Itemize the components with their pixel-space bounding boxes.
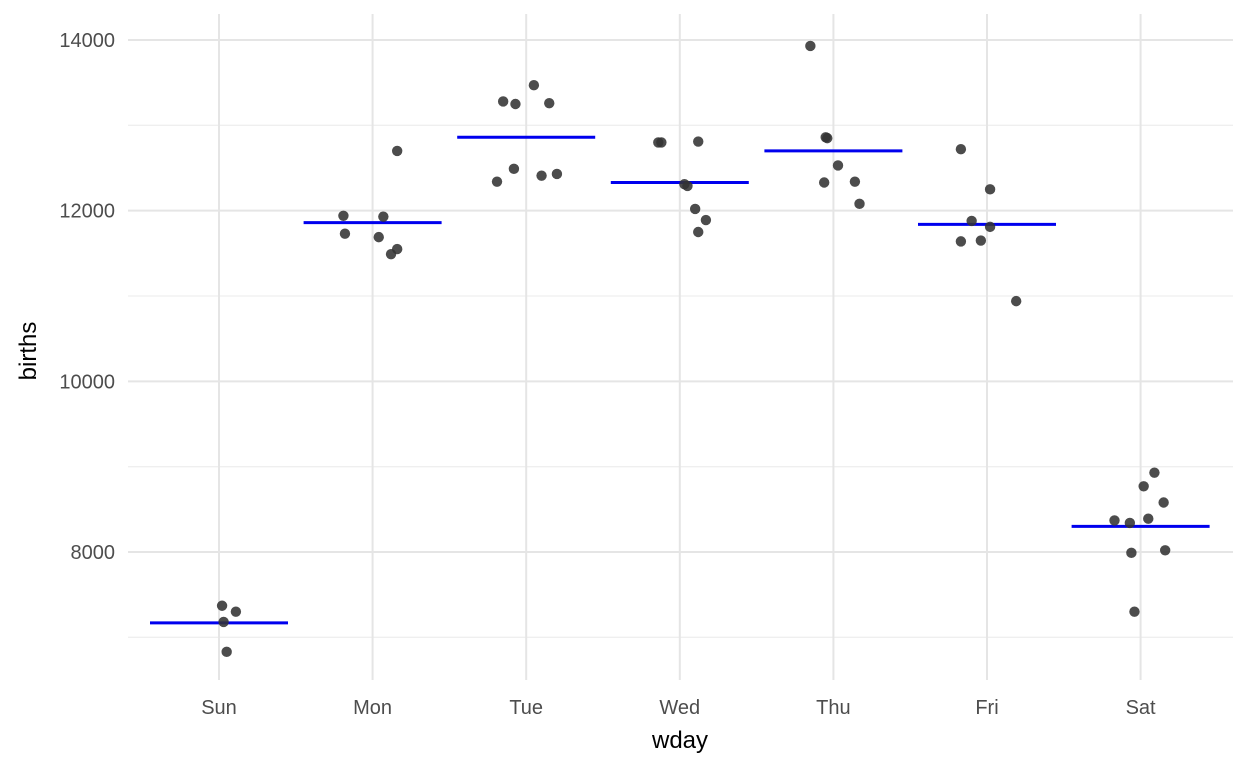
x-axis-title: wday xyxy=(651,727,708,754)
data-point xyxy=(528,80,540,91)
x-tick-label: Sat xyxy=(1126,697,1156,719)
y-tick-label: 12000 xyxy=(59,201,115,223)
data-point xyxy=(1129,606,1140,617)
data-point xyxy=(497,96,509,107)
data-point xyxy=(1126,547,1137,559)
data-point xyxy=(849,176,861,187)
data-point xyxy=(955,236,967,247)
data-point xyxy=(693,226,704,238)
data-point xyxy=(1124,517,1136,529)
data-point xyxy=(1149,467,1160,478)
x-tick-label: Sun xyxy=(201,697,237,719)
data-point xyxy=(832,160,844,171)
data-point xyxy=(1010,295,1022,307)
data-point xyxy=(373,231,384,243)
data-point xyxy=(536,170,547,181)
data-point xyxy=(216,600,228,611)
data-point xyxy=(1109,515,1120,526)
data-point xyxy=(385,248,397,260)
data-point xyxy=(391,145,403,157)
x-axis-tick-labels: Sun Mon Tue Wed Thu Fri Sat xyxy=(201,697,1156,719)
data-point xyxy=(230,606,242,617)
data-point xyxy=(984,221,996,233)
data-point xyxy=(1143,513,1154,524)
y-tick-label: 14000 xyxy=(59,30,115,52)
data-point xyxy=(984,184,996,195)
x-tick-label: Tue xyxy=(509,697,543,719)
data-point xyxy=(1158,497,1169,508)
data-point xyxy=(700,214,712,226)
data-point xyxy=(955,144,967,155)
data-point xyxy=(975,235,987,246)
data-point xyxy=(218,616,229,628)
y-axis-title: births xyxy=(15,322,42,381)
data-point xyxy=(491,176,503,187)
data-point xyxy=(551,168,563,180)
data-point xyxy=(854,198,865,210)
y-axis-tick-labels: 8000 10000 12000 14000 xyxy=(59,30,115,564)
data-point xyxy=(510,98,521,110)
data-point xyxy=(1159,545,1171,556)
data-point xyxy=(508,163,520,175)
x-tick-label: Mon xyxy=(353,697,392,719)
grid xyxy=(128,14,1233,680)
data-points xyxy=(216,40,1171,658)
data-point xyxy=(966,215,977,227)
data-point xyxy=(682,180,693,192)
data-point xyxy=(1138,481,1149,492)
data-point xyxy=(689,203,701,215)
data-point xyxy=(818,177,830,188)
data-point xyxy=(339,228,351,239)
y-tick-label: 8000 xyxy=(71,542,116,564)
x-tick-label: Thu xyxy=(816,697,850,719)
x-tick-label: Fri xyxy=(975,697,998,719)
data-point xyxy=(221,646,232,658)
data-point xyxy=(656,137,667,148)
data-point xyxy=(338,210,349,221)
data-point xyxy=(693,136,704,147)
data-point xyxy=(805,40,816,52)
x-tick-label: Wed xyxy=(659,697,700,719)
data-point xyxy=(822,132,833,144)
data-point xyxy=(378,211,389,222)
data-point xyxy=(544,97,555,109)
y-tick-label: 10000 xyxy=(59,371,115,393)
